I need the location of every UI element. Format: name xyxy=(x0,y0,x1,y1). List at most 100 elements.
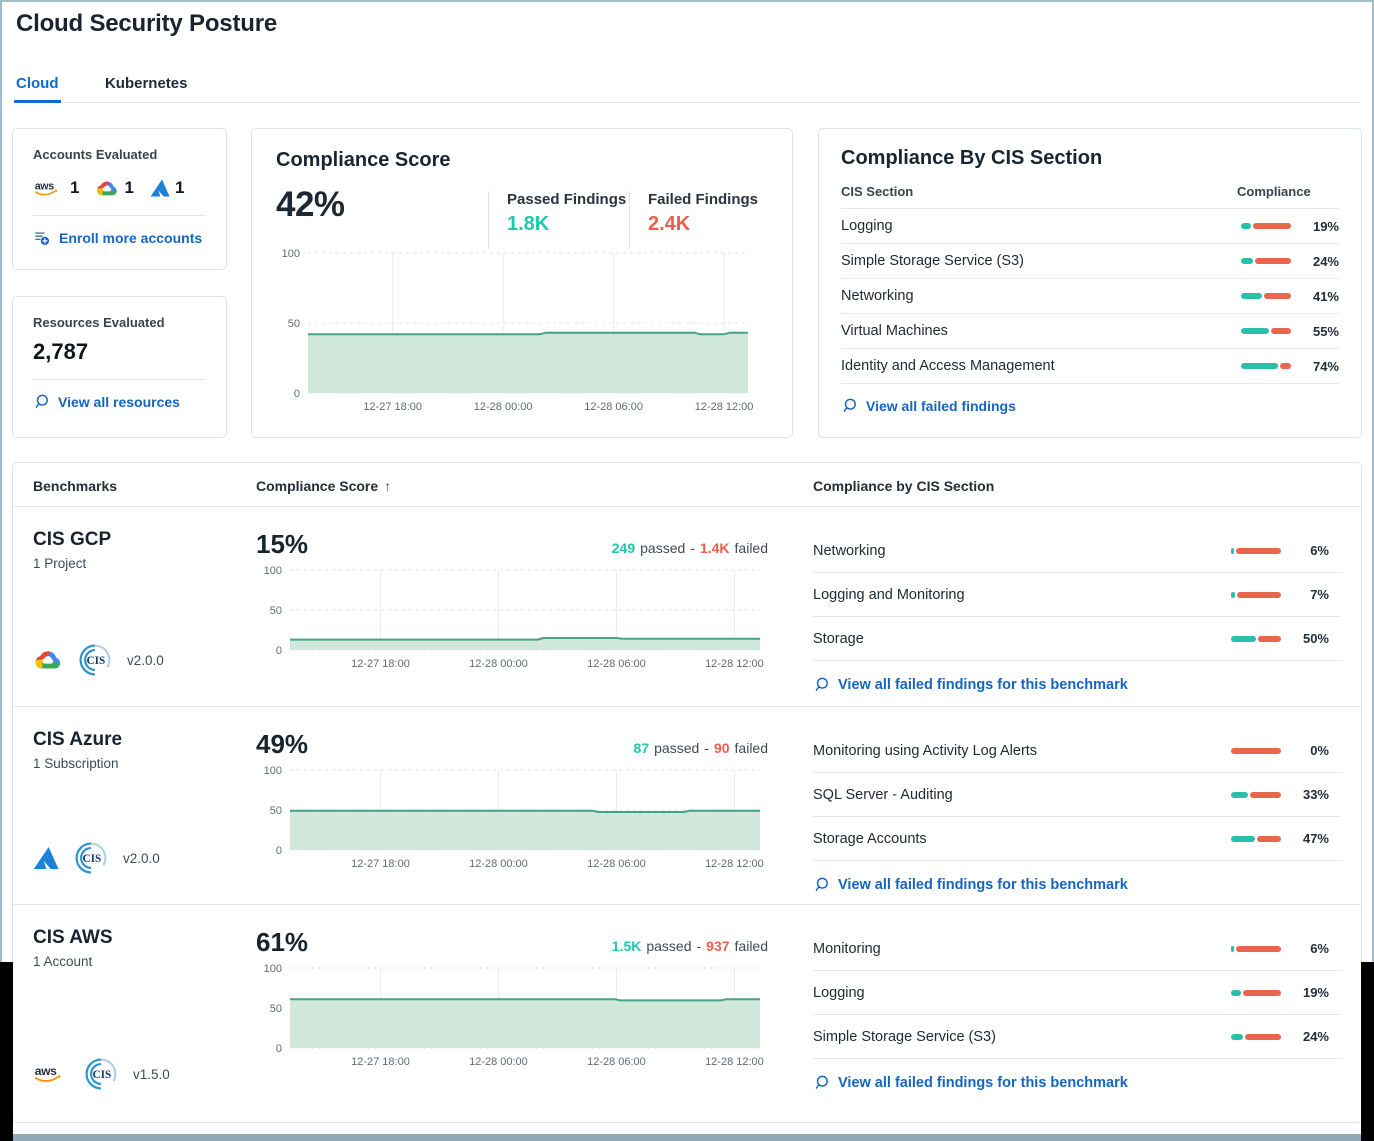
benchmark-score: 15% xyxy=(256,529,309,559)
compliance-bar xyxy=(1231,835,1283,842)
compliance-bar xyxy=(1241,223,1293,229)
cis-section-label: SQL Server - Auditing xyxy=(813,786,953,803)
compliance-bar xyxy=(1231,747,1283,754)
svg-text:50: 50 xyxy=(270,605,282,617)
cis-logo-icon xyxy=(83,1056,119,1092)
view-all-failed-findings-label: View all failed findings xyxy=(866,397,1016,414)
compliance-bar xyxy=(1231,791,1283,798)
cis-table-header: CIS Section Compliance xyxy=(841,184,1339,209)
accounts-evaluated-card: Accounts Evaluated 1 1 1 Enroll more acc… xyxy=(12,128,227,270)
compliance-bar xyxy=(1231,591,1283,598)
provider-counts: 1 1 1 xyxy=(33,175,206,201)
cis-section-label: Virtual Machines xyxy=(841,323,948,339)
compliance-bar xyxy=(1241,258,1293,264)
cis-section-label: Logging xyxy=(841,218,893,234)
tab-cloud[interactable]: Cloud xyxy=(14,66,61,103)
compliance-bar xyxy=(1241,363,1293,369)
table-row: Networking 41% xyxy=(841,279,1339,314)
failed-count: 90 xyxy=(713,740,730,756)
azure-icon xyxy=(150,178,170,198)
view-failed-findings-benchmark-link[interactable]: View all failed findings for this benchm… xyxy=(813,676,1341,693)
table-row: Simple Storage Service (S3) 24% xyxy=(841,244,1339,279)
compliance-bar xyxy=(1231,945,1283,952)
compliance-percent: 47% xyxy=(1302,831,1329,846)
table-row: Identity and Access Management 74% xyxy=(841,349,1339,384)
search-icon xyxy=(813,676,830,693)
compliance-score-title: Compliance Score xyxy=(276,149,451,171)
svg-text:0: 0 xyxy=(294,388,300,400)
cis-section-label: Networking xyxy=(813,542,886,559)
compliance-percent: 50% xyxy=(1302,631,1329,646)
compliance-bar xyxy=(1241,328,1293,334)
compliance-percent: 19% xyxy=(1302,985,1329,1000)
svg-text:12-28 12:00: 12-28 12:00 xyxy=(695,401,754,413)
search-icon xyxy=(813,1074,830,1091)
cis-section-label: Networking xyxy=(841,288,914,304)
svg-text:12-27 18:00: 12-27 18:00 xyxy=(351,858,410,870)
benchmark-version: v1.5.0 xyxy=(133,1066,170,1082)
view-failed-findings-benchmark-label: View all failed findings for this benchm… xyxy=(838,1074,1128,1091)
compliance-score-column-header: Compliance Score xyxy=(256,478,379,494)
screenshot-letterbox-right xyxy=(1361,962,1374,1141)
table-row: Logging 19% xyxy=(813,971,1341,1015)
gcp-icon xyxy=(95,179,119,198)
svg-text:12-27 18:00: 12-27 18:00 xyxy=(363,401,422,413)
aws-icon xyxy=(33,179,65,198)
svg-text:12-28 12:00: 12-28 12:00 xyxy=(705,658,764,670)
enroll-more-accounts-label: Enroll more accounts xyxy=(59,230,203,246)
svg-text:100: 100 xyxy=(264,765,282,777)
passed-word: passed xyxy=(646,938,692,954)
card-divider xyxy=(33,379,206,380)
cis-logo-icon xyxy=(73,840,109,876)
benchmark-score-col: 49% 87 passed - 90 failed 0 50 100 12-27 18… xyxy=(256,729,813,904)
compliance-percent: 19% xyxy=(1312,218,1339,234)
resources-evaluated-card: Resources Evaluated 2,787 View all resou… xyxy=(12,296,227,438)
view-failed-findings-benchmark-link[interactable]: View all failed findings for this benchm… xyxy=(813,1074,1341,1091)
view-all-resources-link[interactable]: View all resources xyxy=(33,393,206,410)
enroll-more-accounts-link[interactable]: Enroll more accounts xyxy=(33,229,206,247)
cis-section-label: Monitoring xyxy=(813,940,881,957)
svg-text:12-28 00:00: 12-28 00:00 xyxy=(469,858,528,870)
benchmark-logos: v2.0.0 xyxy=(33,642,164,678)
passed-count: 1.5K xyxy=(611,938,642,954)
passed-failed-summary: 1.5K passed - 937 failed xyxy=(612,938,768,954)
tab-kubernetes[interactable]: Kubernetes xyxy=(104,75,188,92)
svg-text:12-27 18:00: 12-27 18:00 xyxy=(351,658,410,670)
benchmark-scope: 1 Account xyxy=(33,954,93,969)
passed-failed-summary: 249 passed - 1.4K failed xyxy=(612,540,768,556)
compliance-percent: 7% xyxy=(1310,587,1329,602)
failed-findings-value: 2.4K xyxy=(648,213,691,235)
svg-text:100: 100 xyxy=(264,963,282,975)
svg-text:12-28 12:00: 12-28 12:00 xyxy=(705,858,764,870)
passed-findings-label: Passed Findings xyxy=(507,191,627,208)
benchmark-scope: 1 Subscription xyxy=(33,756,119,771)
compliance-percent: 33% xyxy=(1302,787,1329,802)
benchmark-logos: v2.0.0 xyxy=(33,840,160,876)
failed-word: failed xyxy=(734,938,768,954)
compliance-percent: 6% xyxy=(1310,543,1329,558)
compliance-bar xyxy=(1231,1033,1283,1040)
passed-count: 87 xyxy=(633,740,650,756)
table-row: Monitoring 6% xyxy=(813,927,1341,971)
benchmarks-column-header: Benchmarks xyxy=(33,478,118,494)
sort-ascending-icon: ↑ xyxy=(384,478,392,494)
sort-compliance-score[interactable]: Compliance Score ↑ xyxy=(256,478,813,494)
cis-section-label: Storage Accounts xyxy=(813,830,927,847)
cis-section-card-title: Compliance By CIS Section xyxy=(841,147,1103,169)
search-icon xyxy=(841,397,858,414)
view-failed-findings-benchmark-link[interactable]: View all failed findings for this benchm… xyxy=(813,876,1341,893)
svg-text:100: 100 xyxy=(282,248,300,260)
table-row: Logging and Monitoring 7% xyxy=(813,573,1341,617)
passed-failed-summary: 87 passed - 90 failed xyxy=(634,740,768,756)
view-all-failed-findings-link[interactable]: View all failed findings xyxy=(841,397,1339,414)
svg-text:100: 100 xyxy=(264,565,282,577)
benchmark-score: 49% xyxy=(256,729,309,759)
azure-icon xyxy=(33,845,59,871)
benchmarks-table-card: Benchmarks Compliance Score ↑ Compliance … xyxy=(12,462,1362,1123)
azure-account-count: 1 xyxy=(150,178,184,198)
benchmark-cis-sections: Networking 6% Logging and Monitoring 7% … xyxy=(813,529,1341,706)
benchmark-cis-sections: Monitoring 6% Logging 19% Simple Storage… xyxy=(813,927,1341,1120)
benchmark-info: CIS GCP 1 Project v2.0.0 xyxy=(33,529,256,706)
compliance-percent: 74% xyxy=(1312,358,1339,374)
